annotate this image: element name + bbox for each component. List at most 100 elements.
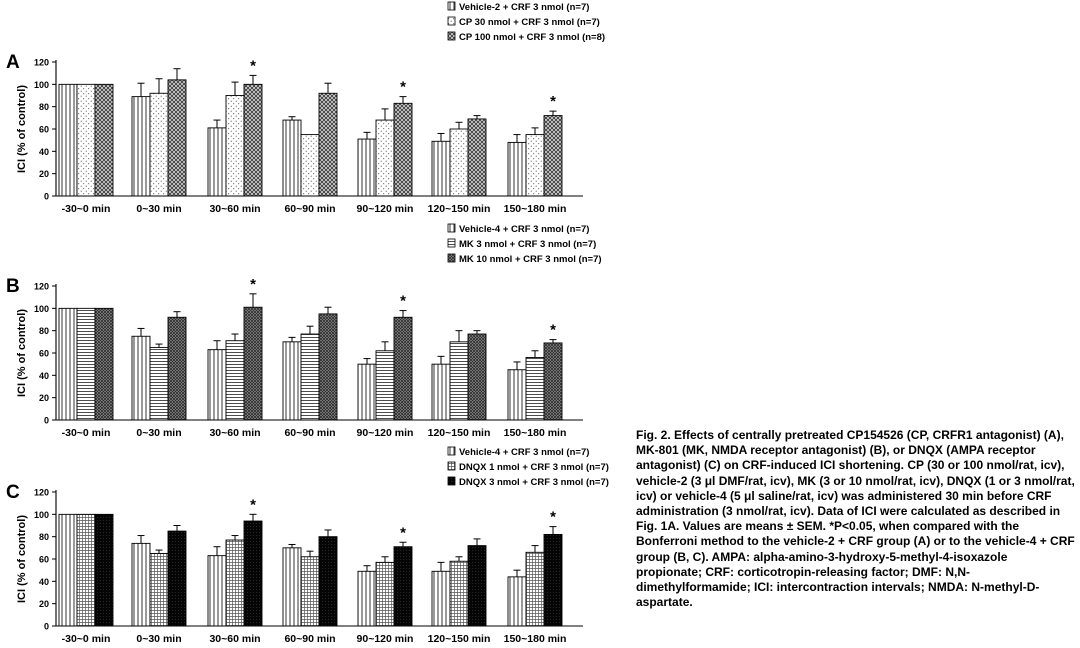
bar (449, 560, 469, 627)
y-tick-label: 40 (39, 577, 49, 587)
x-tick-label: 120~150 min (428, 633, 491, 645)
legend-label: Vehicle-2 + CRF 3 nmol (n=7) (459, 2, 589, 13)
x-tick-label: 0~30 min (136, 633, 181, 645)
bar (393, 316, 413, 421)
bar (167, 530, 187, 627)
x-tick-label: 30~60 min (209, 203, 260, 215)
bar (282, 547, 302, 627)
bar (375, 119, 395, 197)
bar (507, 369, 527, 421)
bar (449, 128, 469, 197)
legend-swatch (447, 461, 456, 471)
legend-label: MK 3 nmol + CRF 3 nmol (n=7) (459, 239, 596, 250)
legend-swatch (447, 16, 456, 26)
y-tick-label: 0 (44, 622, 49, 632)
x-tick-label: 30~60 min (209, 427, 260, 439)
y-tick-label: 60 (39, 349, 49, 359)
bar (149, 92, 169, 197)
significance-mark: * (400, 524, 406, 541)
significance-mark: * (550, 509, 556, 526)
bar (167, 79, 187, 197)
legend-swatch (447, 476, 456, 486)
bar (525, 134, 545, 197)
bar (467, 118, 487, 197)
legend-label: DNQX 1 nmol + CRF 3 nmol (n=7) (459, 462, 609, 473)
bar (225, 539, 245, 627)
bar (467, 545, 487, 627)
y-tick-label: 80 (39, 102, 49, 112)
bar (149, 346, 169, 421)
x-tick-label: 90~120 min (357, 427, 414, 439)
bar (207, 349, 227, 421)
y-tick-label: 20 (39, 599, 49, 609)
bar (357, 363, 377, 421)
legend-swatch (447, 446, 456, 456)
bar (149, 552, 169, 627)
x-tick-label: 150~180 min (504, 633, 567, 645)
y-tick-label: 40 (39, 147, 49, 157)
bar (300, 134, 320, 197)
bar (431, 140, 451, 197)
bar (375, 561, 395, 627)
y-tick-label: 120 (34, 282, 49, 292)
caption-abbreviations: AMPA: alpha-amino-3-hydroxy-5-methyl-4-i… (636, 549, 1040, 610)
y-tick-label: 100 (34, 80, 49, 90)
significance-mark: * (250, 496, 256, 513)
bar (431, 570, 451, 627)
bar (58, 83, 78, 197)
x-tick-label: 30~60 min (209, 633, 260, 645)
legend-swatch (447, 31, 456, 41)
y-tick-label: 60 (39, 555, 49, 565)
bar (207, 555, 227, 627)
x-tick-label: 120~150 min (428, 203, 491, 215)
x-tick-label: 90~120 min (357, 633, 414, 645)
y-tick-label: 100 (34, 510, 49, 520)
legend-swatch (447, 238, 456, 248)
legend-swatch (447, 1, 456, 11)
bar (94, 307, 114, 421)
x-tick-label: -30~0 min (62, 203, 111, 215)
bar (449, 341, 469, 421)
caption-body: CP (30 or 100 nmol/rat, icv), vehicle-2 … (636, 458, 1075, 534)
x-tick-label: -30~0 min (62, 633, 111, 645)
x-tick-label: 60~90 min (284, 633, 335, 645)
y-tick-label: 40 (39, 371, 49, 381)
significance-mark: * (250, 276, 256, 293)
bar (58, 513, 78, 627)
bar (282, 119, 302, 197)
bar (58, 307, 78, 421)
bar (318, 536, 338, 627)
bar (131, 335, 151, 421)
bar (207, 127, 227, 197)
bar (393, 546, 413, 627)
significance-mark: * (550, 322, 556, 339)
panel-b: B Vehicle-4 + CRF 3 nmol (n=7) MK 3 nmol +… (6, 223, 602, 439)
bar (318, 92, 338, 197)
legend-label: CP 30 nmol + CRF 3 nmol (n=7) (459, 17, 600, 28)
legend-label: CP 100 nmol + CRF 3 nmol (n=8) (459, 32, 605, 43)
y-tick-label: 120 (34, 58, 49, 68)
x-tick-label: 90~120 min (357, 203, 414, 215)
x-tick-label: 60~90 min (284, 203, 335, 215)
y-tick-label: 60 (39, 125, 49, 135)
x-tick-label: 150~180 min (504, 427, 567, 439)
x-tick-label: -30~0 min (62, 427, 111, 439)
bar (76, 83, 96, 197)
legend-label: Vehicle-4 + CRF 3 nmol (n=7) (459, 447, 589, 458)
bar (243, 520, 263, 627)
bar (543, 115, 563, 197)
x-tick-label: 0~30 min (136, 203, 181, 215)
bar (375, 350, 395, 421)
x-tick-label: 60~90 min (284, 427, 335, 439)
y-tick-label: 80 (39, 326, 49, 336)
bar (543, 533, 563, 627)
bar (431, 363, 451, 421)
bar (507, 141, 527, 197)
x-tick-label: 150~180 min (504, 203, 567, 215)
bar (243, 83, 263, 197)
significance-mark: * (400, 293, 406, 310)
panel-letter: A (6, 52, 20, 73)
panel-letter: C (6, 482, 20, 503)
y-tick-label: 0 (44, 416, 49, 426)
legend-label: MK 10 nmol + CRF 3 nmol (n=7) (459, 254, 602, 265)
